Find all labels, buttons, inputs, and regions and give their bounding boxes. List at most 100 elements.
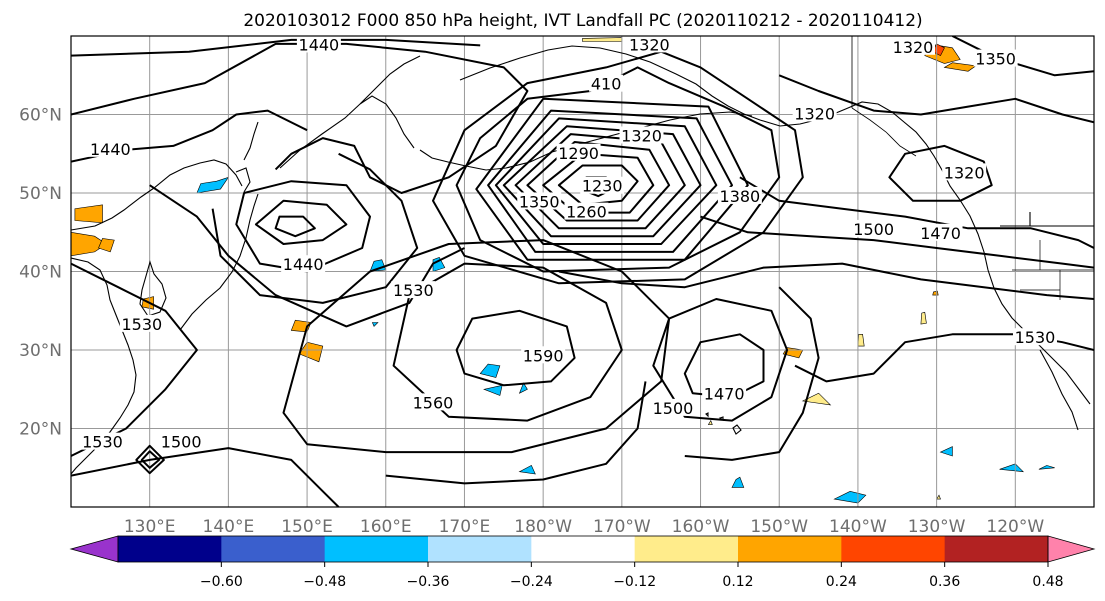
- ivt-patch: [369, 259, 387, 272]
- contour-line-contour-1410-coast: [739, 176, 1094, 249]
- colorbar-segment: [428, 536, 532, 562]
- contour-label-bg: [792, 104, 837, 122]
- contour-line-contour-1500-south: [71, 447, 340, 507]
- colorbar-segment: [531, 536, 636, 562]
- contour-label: 1500: [653, 399, 694, 418]
- contour-label: 1470: [920, 224, 961, 243]
- ivt-patch: [582, 37, 623, 42]
- colorbar-segment: [944, 536, 1049, 562]
- lat-tick-label: 30°N: [19, 341, 62, 361]
- lon-tick-label: 180°W: [514, 517, 572, 537]
- latitude-tick-labels: 20°N 30°N 40°N 50°N 60°N: [19, 106, 62, 440]
- contour-label-bg: [521, 346, 566, 364]
- ivt-shading-layer: [71, 37, 1055, 504]
- ivt-patch: [518, 382, 528, 394]
- contour-label-bg: [891, 37, 936, 55]
- contour-line-low-sw-outer: [135, 444, 165, 475]
- contour-label-bg: [119, 314, 164, 332]
- contour-line-contour-1500-west: [211, 152, 419, 304]
- colorbar-segment: [221, 536, 326, 562]
- contour-line-contour-1500: [558, 262, 1094, 300]
- contour-line-high-central-1560: [392, 262, 623, 422]
- contour-line-low-sw-inner: [140, 450, 161, 469]
- longitude-tick-labels: 130°E 140°E 150°E 160°E 170°E 180°W 170°W 160°W…: [124, 517, 1045, 537]
- lon-tick-label: 130°E: [124, 517, 176, 537]
- ivt-patch: [999, 463, 1025, 473]
- border-us-states: [1012, 240, 1094, 300]
- contour-label-bg: [851, 219, 896, 237]
- contour-label: 1320: [944, 163, 985, 182]
- contour-label-bg: [942, 163, 987, 181]
- contour-label: 1560: [413, 393, 454, 412]
- contour-line-low-ring-8: [475, 97, 749, 261]
- border-alaska-canada: [851, 36, 917, 157]
- ivt-patch: [196, 176, 230, 194]
- contour-line-low-ring-5: [502, 125, 702, 238]
- ivt-patch: [371, 322, 379, 327]
- colorbar-tick-label: 0.12: [722, 574, 753, 590]
- lat-tick-label: 60°N: [19, 106, 62, 126]
- ivt-patch: [932, 43, 945, 57]
- colorbar-extend-min: [69, 535, 119, 563]
- lon-tick-label: 130°W: [908, 517, 966, 537]
- colorbar-tick-label: −0.36: [407, 574, 450, 590]
- contour-label: 1350: [975, 50, 1016, 69]
- contour-label: 1530: [1015, 328, 1056, 347]
- contour-label: 1590: [523, 346, 564, 365]
- colorbar-segment: [324, 536, 429, 562]
- coastline-korea: [139, 260, 167, 317]
- contour-label-bg: [589, 74, 624, 92]
- contour-label: 1500: [161, 433, 202, 452]
- contour-label-bg: [564, 202, 609, 220]
- lon-tick-label: 150°E: [281, 517, 333, 537]
- contour-line-high-west-1470: [254, 199, 348, 245]
- ivt-patch: [74, 204, 103, 224]
- ivt-patch: [518, 464, 536, 475]
- contour-line-contour-1380: [432, 50, 804, 285]
- lon-tick-label: 160°W: [672, 517, 730, 537]
- contour-label-bg: [627, 35, 672, 53]
- contour-line-low-ring-3: [526, 141, 671, 222]
- contour-label: 1530: [393, 281, 434, 300]
- contour-label: 1320: [629, 35, 670, 54]
- ivt-patch: [298, 341, 324, 363]
- coastline-alaska: [459, 45, 943, 171]
- lon-tick-label: 140°W: [829, 517, 887, 537]
- ivt-patch: [801, 392, 832, 406]
- contour-label: 1230: [582, 177, 623, 196]
- contour-label: 1440: [283, 255, 324, 274]
- map-panel: 1440 1320 410 1320 1350 1440 1320 1320 1290 1230 1…: [70, 35, 1095, 508]
- colorbar: −0.60 −0.48 −0.36 −0.24 −0.12 0.12 0.24 0.36 0.4…: [69, 535, 1096, 590]
- ivt-patch: [98, 238, 115, 253]
- contour-label-bg: [973, 49, 1018, 67]
- contour-line-contour-south-center: [385, 381, 647, 485]
- contour-line-high-east-1470: [683, 333, 765, 399]
- contour-label-bg: [88, 139, 133, 157]
- map-frame: [70, 35, 1095, 508]
- contour-label: 1530: [82, 433, 123, 452]
- colorbar-tick-label: −0.24: [510, 574, 553, 590]
- contour-line-contour-east-trough: [684, 286, 820, 461]
- contour-label: 1380: [720, 187, 761, 206]
- contour-line-low-ring-4: [514, 133, 686, 230]
- ivt-patch: [479, 363, 501, 378]
- contour-label-bg: [517, 192, 562, 210]
- contour-label: 1500: [853, 220, 894, 239]
- contour-label-bg: [717, 186, 762, 204]
- contour-label-bg: [159, 432, 204, 450]
- contour-label-bg: [918, 223, 963, 241]
- contour-label: 1320: [794, 105, 835, 124]
- colorbar-segment: [841, 536, 946, 562]
- gridlines: [71, 36, 1094, 507]
- contour-line-contour-1320-npa: [888, 144, 993, 202]
- contour-label: 410: [591, 75, 622, 94]
- contour-line-contour-north-left: [71, 38, 481, 57]
- contour-line-contour-1530-west: [149, 184, 465, 328]
- lon-tick-label: 120°W: [986, 517, 1044, 537]
- colorbar-segment: [118, 536, 222, 562]
- lon-tick-label: 170°E: [439, 517, 491, 537]
- contour-label: 1290: [558, 144, 599, 163]
- contour-line-contour-1410: [455, 66, 781, 273]
- lat-tick-label: 20°N: [19, 420, 62, 440]
- contour-line-contour-1470: [700, 215, 1094, 269]
